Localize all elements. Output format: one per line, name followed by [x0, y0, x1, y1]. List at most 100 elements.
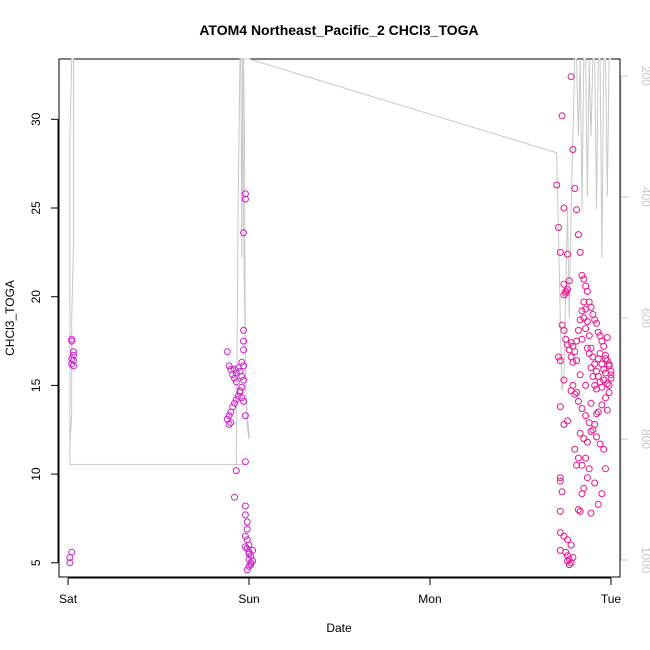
x-tick-label: Tue	[601, 592, 622, 606]
data-point	[587, 428, 595, 435]
y-axis-left: 5 10 15 20 25 30	[29, 112, 59, 566]
data-point	[580, 314, 588, 322]
data-point	[602, 465, 609, 473]
data-point	[247, 561, 255, 569]
points-layer	[66, 73, 615, 574]
data-point	[587, 364, 595, 372]
data-point	[583, 318, 591, 325]
data-point	[249, 557, 257, 565]
data-point	[555, 224, 562, 231]
data-point	[574, 506, 582, 514]
data-point	[583, 438, 591, 446]
data-point	[564, 557, 571, 565]
data-point	[231, 365, 238, 373]
data-point	[238, 358, 246, 366]
data-point	[574, 231, 582, 239]
data-point	[596, 350, 604, 357]
data-point	[591, 420, 599, 428]
data-point	[565, 555, 573, 563]
data-point	[593, 385, 600, 393]
data-point	[591, 479, 599, 487]
data-point	[573, 357, 581, 365]
data-point	[249, 546, 257, 554]
data-point	[582, 454, 590, 462]
data-point	[594, 408, 602, 416]
x-axis: Sat Sun Mon Tue	[59, 577, 622, 606]
y2-tick-label: 600	[639, 308, 650, 328]
data-point	[70, 357, 77, 365]
data-point	[569, 146, 577, 153]
x-tick-label: Mon	[418, 592, 441, 606]
data-point	[578, 307, 586, 315]
data-point	[582, 412, 590, 420]
data-point	[240, 376, 248, 384]
data-point	[240, 326, 248, 334]
data-point	[598, 490, 606, 498]
y2-tick-label: 400	[639, 187, 650, 207]
y-tick-label: 15	[29, 378, 43, 392]
data-point	[605, 389, 613, 396]
data-point	[241, 502, 249, 510]
data-point	[582, 305, 590, 313]
data-point	[605, 381, 613, 389]
data-point	[571, 390, 579, 398]
data-point	[591, 360, 599, 368]
data-point	[223, 348, 231, 356]
data-point	[245, 562, 253, 570]
data-point	[564, 250, 571, 258]
data-point	[66, 559, 74, 567]
data-point	[603, 380, 611, 388]
data-point	[68, 360, 76, 368]
data-point	[574, 326, 582, 334]
data-point	[571, 185, 579, 192]
data-point	[578, 335, 586, 343]
data-point	[558, 488, 566, 496]
data-point	[232, 378, 240, 386]
data-point	[241, 543, 249, 551]
data-point	[560, 204, 568, 212]
gray-line-layer	[69, 58, 611, 465]
y-tick-label: 20	[29, 290, 43, 304]
x-tick-label: Sun	[238, 592, 259, 606]
data-point	[243, 566, 251, 574]
data-point	[567, 73, 575, 81]
data-point	[569, 358, 577, 366]
y-axis-label: CHCl3_TOGA	[3, 280, 17, 356]
data-point	[594, 500, 602, 508]
data-point	[231, 399, 238, 407]
data-point	[238, 394, 246, 402]
data-point	[591, 381, 599, 389]
data-point	[583, 474, 591, 482]
data-point	[241, 195, 249, 203]
y-tick-label: 10	[29, 467, 43, 481]
data-point	[240, 229, 248, 237]
plot-area	[58, 58, 621, 578]
data-point	[593, 433, 600, 441]
data-point	[68, 337, 76, 345]
data-point	[245, 541, 253, 549]
data-point	[600, 342, 608, 350]
data-point	[66, 554, 74, 561]
data-point	[600, 445, 608, 453]
data-point	[591, 316, 599, 324]
data-point	[245, 550, 253, 558]
data-point	[585, 465, 593, 473]
data-point	[569, 381, 577, 389]
data-point	[578, 405, 586, 412]
data-point	[556, 248, 564, 256]
data-point	[571, 445, 579, 453]
data-point	[580, 298, 588, 306]
data-point	[232, 369, 240, 377]
data-point	[241, 458, 249, 466]
data-point	[573, 461, 581, 469]
data-point	[603, 334, 611, 341]
data-point	[580, 275, 588, 283]
data-point	[582, 381, 590, 389]
data-point	[585, 350, 593, 357]
data-point	[576, 429, 584, 437]
data-point	[231, 493, 238, 501]
data-point	[578, 271, 586, 279]
data-point	[243, 525, 251, 533]
data-point	[240, 346, 248, 354]
